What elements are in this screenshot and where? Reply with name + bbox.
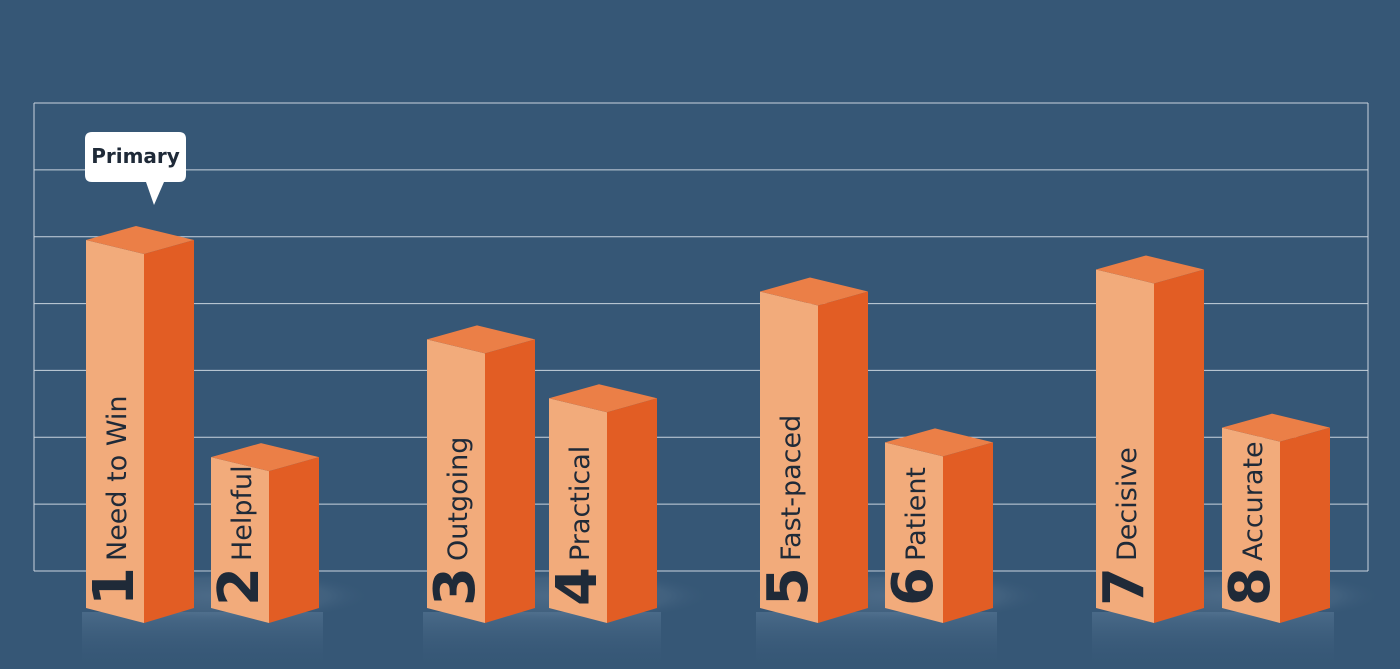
bar-front bbox=[86, 240, 144, 623]
bar-rank-8: 8 bbox=[1218, 567, 1283, 606]
bar-label-3: Outgoing bbox=[443, 437, 474, 561]
bar-side bbox=[818, 291, 868, 623]
bar-label-1: Need to Win bbox=[102, 395, 133, 561]
bar-rank-2: 2 bbox=[207, 567, 272, 606]
bar-top bbox=[427, 325, 535, 354]
bar-label-4: Practical bbox=[565, 446, 596, 561]
bar-3: 3 Outgoing bbox=[423, 325, 535, 623]
bar-7: 7 Decisive bbox=[1092, 255, 1204, 623]
callout-bubble bbox=[85, 132, 186, 205]
bar-2: 2 Helpful bbox=[207, 443, 319, 623]
bar-label-6: Patient bbox=[901, 467, 932, 561]
floor-reflection bbox=[82, 612, 323, 669]
bar-top bbox=[86, 226, 194, 254]
bar-front bbox=[1096, 269, 1154, 623]
bar-side bbox=[485, 339, 535, 623]
bar-label-2: Helpful bbox=[227, 465, 258, 561]
bar-top bbox=[1222, 413, 1330, 442]
bar-side bbox=[943, 442, 993, 623]
floor-reflection bbox=[1092, 612, 1334, 669]
bar-label-5: Fast-paced bbox=[776, 415, 807, 561]
callout-text: Primary bbox=[91, 144, 180, 168]
bar-front bbox=[427, 339, 485, 623]
bar-top bbox=[549, 384, 657, 413]
bar-5: 5 Fast-paced bbox=[756, 277, 868, 623]
bar-side bbox=[1280, 427, 1330, 623]
bar-front bbox=[211, 457, 269, 623]
bar-rank-5: 5 bbox=[756, 567, 821, 606]
bar-8: 8 Accurate bbox=[1218, 413, 1330, 623]
bar-4: 4 Practical bbox=[545, 384, 657, 623]
bar-side bbox=[269, 457, 319, 623]
primary-callout: Primary bbox=[85, 132, 186, 205]
bar-side bbox=[144, 240, 194, 623]
floor-reflection bbox=[756, 612, 997, 669]
bar-rank-6: 6 bbox=[881, 567, 946, 606]
bar-rank-1: 1 bbox=[82, 567, 147, 606]
bar-6: 6 Patient bbox=[881, 428, 993, 623]
bar-top bbox=[1096, 255, 1204, 284]
bar-1: 1 Need to Win bbox=[82, 226, 194, 623]
bars: 1 Need to Win 2 Helpful 3 Outgoing 4 Practical 5… bbox=[82, 226, 1330, 623]
bar-label-8: Accurate bbox=[1238, 441, 1269, 561]
bar-side bbox=[1154, 269, 1204, 623]
bar-rank-7: 7 bbox=[1092, 567, 1157, 606]
bar-rank-4: 4 bbox=[545, 567, 610, 606]
bar-top bbox=[760, 277, 868, 306]
bar-front bbox=[760, 291, 818, 623]
bar-rank-3: 3 bbox=[423, 567, 488, 606]
bar-top bbox=[885, 428, 993, 457]
bar-front bbox=[1222, 427, 1280, 623]
floor-reflection bbox=[423, 612, 661, 669]
bar-side bbox=[607, 398, 657, 623]
bar-top bbox=[211, 443, 319, 472]
bar-front bbox=[885, 442, 943, 623]
bar-label-7: Decisive bbox=[1112, 447, 1143, 561]
bar-front bbox=[549, 398, 607, 623]
